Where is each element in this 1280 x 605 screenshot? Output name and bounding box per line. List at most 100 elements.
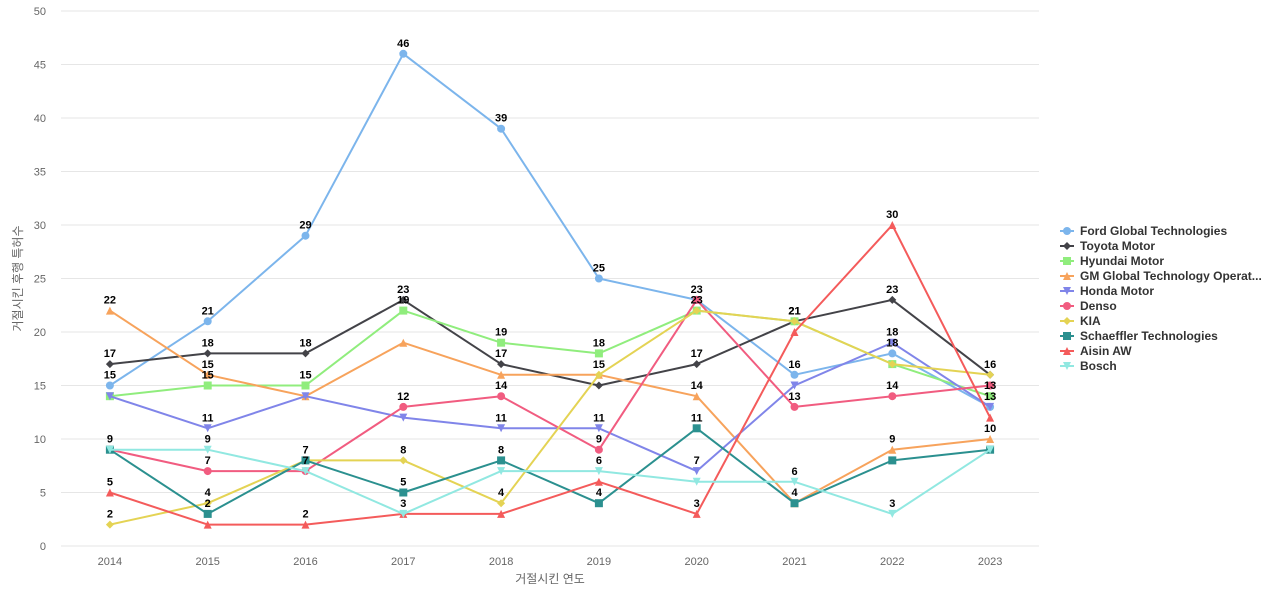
x-tick-label: 2018 [489,556,513,568]
y-tick-label: 20 [34,327,46,339]
data-point [986,381,995,390]
data-label: 3 [889,498,895,510]
data-point [203,370,212,379]
legend-label: Ford Global Technologies [1080,224,1227,238]
data-label: 9 [205,434,211,446]
data-point [399,456,408,465]
data-point [105,381,114,390]
data-point [692,360,701,369]
legend-item[interactable]: KIA [1060,314,1101,328]
x-tick-label: 2015 [195,556,219,568]
data-point [497,360,506,369]
data-point [399,413,408,422]
data-label: 13 [984,391,996,403]
x-axis-ticks: 2014 2015 2016 2017 2018 2019 2020 2021 2022 2023 [98,556,1003,568]
legend-item[interactable]: Bosch [1060,359,1117,373]
data-label: 3 [694,498,700,510]
data-label: 15 [104,370,116,382]
data-point [888,338,897,347]
data-point [594,467,603,476]
data-point [790,370,799,379]
data-point [594,349,603,358]
data-label: 18 [299,337,311,349]
data-label: 5 [107,477,113,489]
legend-item[interactable]: Denso [1060,299,1117,313]
data-point [497,124,506,133]
data-label: 23 [691,284,703,296]
data-label: 8 [498,444,504,456]
data-label: 8 [400,444,406,456]
data-point [790,328,799,336]
legend-label: Bosch [1080,359,1117,373]
data-point [692,295,701,304]
data-point [790,477,799,486]
legend-item[interactable]: Hyundai Motor [1060,254,1164,268]
x-tick-label: 2019 [587,556,611,568]
legend-item[interactable]: Aisin AW [1060,344,1132,358]
legend-label: Toyota Motor [1080,239,1155,253]
data-point [301,231,310,240]
data-point [594,381,603,390]
x-tick-label: 2014 [98,556,122,568]
data-point [888,349,897,358]
data-point [888,221,897,229]
data-point [399,49,408,58]
data-label: 2 [302,509,308,521]
series-line [109,224,991,526]
series-line [109,427,991,515]
data-label: 15 [202,370,214,382]
data-label: 46 [397,38,409,50]
legend-marker [1063,362,1071,370]
series-line [109,448,991,515]
data-point [986,413,995,422]
legend-item[interactable]: Ford Global Technologies [1060,224,1227,238]
data-point [203,424,212,433]
y-axis-ticks: 0 5 10 15 20 25 30 35 40 45 50 [34,6,46,553]
data-point [399,402,408,411]
data-point [790,381,799,390]
series-5 [105,338,995,476]
data-label: 13 [984,380,996,392]
data-point [888,295,897,304]
data-label: 17 [495,348,507,360]
data-label: 4 [791,487,798,499]
legend-label: Aisin AW [1080,344,1132,358]
x-tick-label: 2020 [684,556,708,568]
data-label: 21 [788,305,800,317]
data-point [203,317,212,326]
legend-item[interactable]: Honda Motor [1060,284,1154,298]
series-line [109,341,991,473]
data-label: 18 [886,337,898,349]
legend-item[interactable]: Schaeffler Technologies [1060,329,1218,343]
data-point [105,360,114,369]
data-point [497,467,506,476]
data-label: 7 [694,455,700,467]
data-point [301,467,310,476]
legend-marker [1063,227,1071,235]
data-label: 19 [495,327,507,339]
data-label: 25 [593,263,605,275]
legend-label: Honda Motor [1080,284,1154,298]
data-point [399,509,408,518]
data-point [497,424,506,433]
series-group [105,49,995,529]
data-label: 18 [886,327,898,339]
data-label: 18 [593,337,605,349]
x-tick-label: 2021 [782,556,806,568]
data-point [105,392,114,401]
legend-marker [1063,317,1071,325]
data-point [301,349,310,358]
data-point [399,338,408,347]
data-point [203,349,212,358]
data-label: 4 [596,487,603,499]
data-label: 9 [107,434,113,446]
data-label: 2 [107,509,113,521]
legend-item[interactable]: Toyota Motor [1060,239,1155,253]
y-tick-label: 30 [34,220,46,232]
data-label: 12 [397,391,409,403]
legend-item[interactable]: GM Global Technology Operat... [1060,269,1262,283]
data-point [301,392,310,401]
